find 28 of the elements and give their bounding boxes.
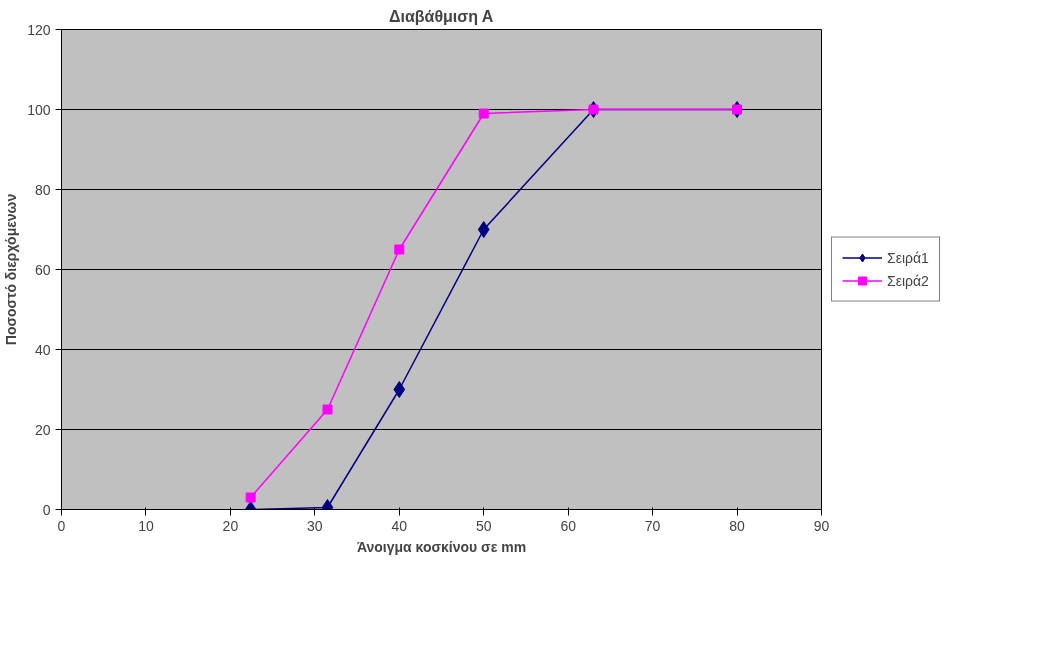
- point: [393, 381, 406, 398]
- point: [477, 221, 490, 238]
- y-tick-label: 120: [27, 21, 51, 38]
- x-tick-label: 90: [813, 517, 830, 534]
- point: [322, 404, 333, 415]
- x-tick-label: 40: [391, 517, 408, 534]
- legend-label: Σειρά1: [887, 249, 929, 266]
- x-tick-label: 0: [57, 517, 66, 534]
- y-axis-title: Ποσοστό διερχόμενων: [3, 193, 20, 346]
- y-tick-label: 20: [34, 421, 51, 438]
- legend-label: Σειρά2: [887, 272, 929, 289]
- x-tick-label: 60: [560, 517, 577, 534]
- y-tick-label: 100: [27, 101, 51, 118]
- point: [245, 492, 256, 503]
- y-tick-label: 60: [34, 261, 51, 278]
- x-tick-label: 20: [222, 517, 239, 534]
- x-axis-title: Άνοιγμα κοσκίνου σε mm: [356, 538, 527, 555]
- x-tick-label: 80: [729, 517, 746, 534]
- y-tick-label: 40: [34, 341, 51, 358]
- x-tick-label: 70: [644, 517, 661, 534]
- point: [478, 108, 489, 119]
- point: [394, 244, 405, 255]
- y-tick-label: 80: [34, 181, 51, 198]
- y-tick-label: 0: [42, 501, 51, 518]
- x-tick-label: 30: [307, 517, 323, 534]
- x-tick-label: 10: [138, 517, 154, 534]
- x-tick-label: 50: [475, 517, 492, 534]
- chart-title: Διαβάθμιση Α: [389, 7, 494, 25]
